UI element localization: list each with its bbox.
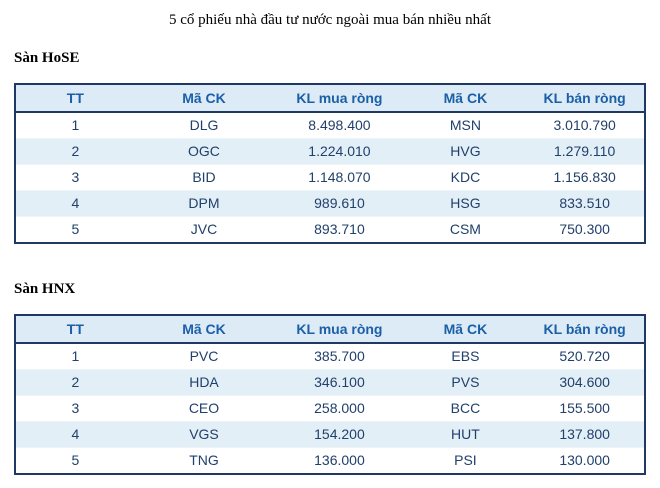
table-cell: CEO bbox=[188, 400, 220, 416]
table-cell: 154.200 bbox=[273, 421, 406, 448]
table-cell: PSI bbox=[454, 452, 477, 468]
table-cell: 137.800 bbox=[525, 421, 645, 448]
table-cell: 520.720 bbox=[559, 348, 610, 364]
table-cell: 3.010.790 bbox=[553, 117, 616, 133]
table-cell: 2 bbox=[15, 369, 135, 396]
table-cell: 1.148.070 bbox=[308, 169, 371, 185]
table-cell: 385.700 bbox=[314, 348, 365, 364]
column-header-ma-ck-sell: Mã CK bbox=[405, 315, 526, 344]
table-cell: PVS bbox=[405, 369, 526, 396]
column-header-ma-ck-buy: Mã CK bbox=[134, 315, 274, 344]
table-cell: KDC bbox=[450, 169, 481, 185]
table-cell: CSM bbox=[449, 221, 481, 237]
table-header-row: TT Mã CK KL mua ròng Mã CK KL bán ròng bbox=[15, 84, 645, 113]
column-header-ma-ck-buy: Mã CK bbox=[134, 84, 274, 113]
table-cell: 346.100 bbox=[273, 369, 406, 396]
table-cell: BCC bbox=[450, 400, 481, 416]
table-hnx: TT Mã CK KL mua ròng Mã CK KL bán ròng 1… bbox=[14, 314, 646, 475]
table-cell: 5 bbox=[71, 452, 80, 468]
table-cell: 1 bbox=[71, 348, 80, 364]
column-header-tt: TT bbox=[15, 315, 135, 344]
table-cell: 136.000 bbox=[314, 452, 365, 468]
table-cell: VGS bbox=[134, 421, 274, 448]
column-header-kl-ban: KL bán ròng bbox=[525, 84, 645, 113]
table-header-row: TT Mã CK KL mua ròng Mã CK KL bán ròng bbox=[15, 315, 645, 344]
table-row: 1 PVC 385.700 EBS 520.720 bbox=[15, 343, 645, 370]
table-row: 3 BID 1.148.070 KDC 1.156.830 bbox=[15, 164, 645, 191]
column-header-kl-mua: KL mua ròng bbox=[273, 84, 406, 113]
page-title: 5 cổ phiếu nhà đầu tư nước ngoài mua bán… bbox=[168, 12, 492, 28]
table-cell: 130.000 bbox=[559, 452, 610, 468]
table-cell: MSN bbox=[449, 117, 481, 133]
table-cell: 4 bbox=[15, 190, 135, 217]
table-cell: 4 bbox=[15, 421, 135, 448]
table-hnx-body: 1 PVC 385.700 EBS 520.720 2 HDA 346.100 PVS 304.6… bbox=[15, 343, 645, 474]
table-cell: 893.710 bbox=[314, 221, 365, 237]
table-cell: 1.156.830 bbox=[553, 169, 616, 185]
column-header-kl-mua: KL mua ròng bbox=[273, 315, 406, 344]
table-cell: HSG bbox=[405, 190, 526, 217]
table-cell: 1 bbox=[71, 117, 80, 133]
table-cell: 1.224.010 bbox=[273, 138, 406, 165]
table-row: 1 DLG 8.498.400 MSN 3.010.790 bbox=[15, 112, 645, 139]
table-cell: 3 bbox=[71, 400, 80, 416]
table-cell: 833.510 bbox=[525, 190, 645, 217]
table-row: 2 OGC 1.224.010 HVG 1.279.110 bbox=[15, 138, 645, 165]
table-cell: 304.600 bbox=[525, 369, 645, 396]
table-row: 4 DPM 989.610 HSG 833.510 bbox=[15, 190, 645, 217]
column-header-tt: TT bbox=[15, 84, 135, 113]
table-cell: 5 bbox=[71, 221, 80, 237]
table-hose: TT Mã CK KL mua ròng Mã CK KL bán ròng 1… bbox=[14, 83, 646, 244]
table-cell: EBS bbox=[451, 348, 480, 364]
table-cell: PVC bbox=[189, 348, 219, 364]
table-cell: 989.610 bbox=[273, 190, 406, 217]
column-header-ma-ck-sell: Mã CK bbox=[405, 84, 526, 113]
table-cell: 2 bbox=[15, 138, 135, 165]
table-hose-body: 1 DLG 8.498.400 MSN 3.010.790 2 OGC 1.224.010 HV… bbox=[15, 112, 645, 243]
table-cell: HVG bbox=[405, 138, 526, 165]
table-cell: OGC bbox=[134, 138, 274, 165]
table-cell: HDA bbox=[134, 369, 274, 396]
table-row: 5 JVC 893.710 CSM 750.300 bbox=[15, 216, 645, 244]
table-cell: 1.279.110 bbox=[525, 138, 645, 165]
table-row: 5 TNG 136.000 PSI 130.000 bbox=[15, 447, 645, 475]
table-cell: 155.500 bbox=[559, 400, 610, 416]
table-cell: TNG bbox=[189, 452, 219, 468]
table-cell: BID bbox=[192, 169, 216, 185]
table-row: 3 CEO 258.000 BCC 155.500 bbox=[15, 395, 645, 422]
section-title-hnx: Sàn HNX bbox=[14, 281, 76, 297]
table-cell: JVC bbox=[190, 221, 218, 237]
table-cell: DPM bbox=[134, 190, 274, 217]
table-hose-header: TT Mã CK KL mua ròng Mã CK KL bán ròng bbox=[15, 84, 645, 113]
column-header-kl-ban: KL bán ròng bbox=[525, 315, 645, 344]
section-title-hose: Sàn HoSE bbox=[14, 50, 80, 66]
table-cell: 3 bbox=[71, 169, 80, 185]
table-hnx-header: TT Mã CK KL mua ròng Mã CK KL bán ròng bbox=[15, 315, 645, 344]
table-cell: 8.498.400 bbox=[308, 117, 371, 133]
table-cell: 750.300 bbox=[559, 221, 610, 237]
table-cell: 258.000 bbox=[314, 400, 365, 416]
table-row: 2 HDA 346.100 PVS 304.600 bbox=[15, 369, 645, 396]
table-cell: HUT bbox=[405, 421, 526, 448]
table-row: 4 VGS 154.200 HUT 137.800 bbox=[15, 421, 645, 448]
table-cell: DLG bbox=[189, 117, 219, 133]
